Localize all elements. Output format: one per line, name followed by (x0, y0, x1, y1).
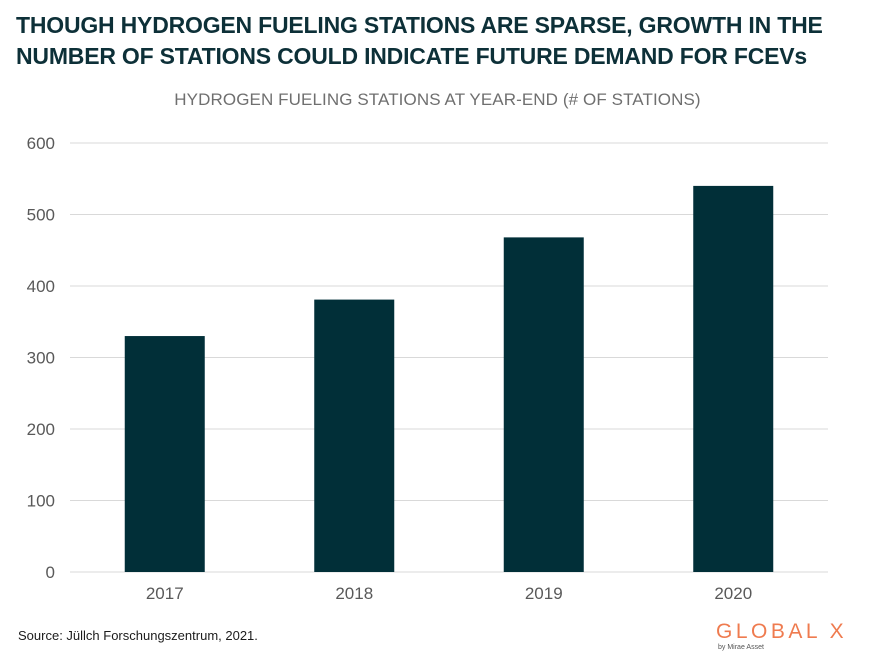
x-tick-label: 2017 (146, 584, 184, 603)
bar-2017 (124, 336, 205, 572)
y-tick-label: 500 (27, 206, 55, 225)
bars (124, 185, 774, 572)
bar-2020 (693, 185, 774, 572)
y-tick-label: 200 (27, 420, 55, 439)
page-title: THOUGH HYDROGEN FUELING STATIONS ARE SPA… (16, 10, 866, 72)
y-tick-label: 100 (27, 492, 55, 511)
y-axis-ticks: 0 100 200 300 400 500 600 (27, 134, 55, 582)
y-tick-label: 600 (27, 134, 55, 153)
logo-wordmark: GLOBAL X (716, 620, 848, 643)
title-line-2: NUMBER OF STATIONS COULD INDICATE FUTURE… (16, 43, 808, 69)
bar-2019 (503, 237, 584, 572)
logo-tagline: by Mirae Asset (718, 644, 764, 651)
y-tick-label: 300 (27, 349, 55, 368)
chart-title: HYDROGEN FUELING STATIONS AT YEAR-END (#… (174, 90, 701, 109)
y-tick-label: 0 (46, 563, 55, 582)
source-note: Source: Jüllch Forschungszentrum, 2021. (18, 628, 258, 643)
bar-2018 (314, 299, 395, 572)
global-x-logo: GLOBAL X by Mirae Asset (716, 620, 856, 654)
x-tick-label: 2020 (714, 584, 752, 603)
y-tick-label: 400 (27, 277, 55, 296)
x-tick-label: 2019 (525, 584, 563, 603)
x-tick-label: 2018 (335, 584, 373, 603)
title-line-1: THOUGH HYDROGEN FUELING STATIONS ARE SPA… (16, 12, 823, 38)
x-axis-ticks: 2017 2018 2019 2020 (146, 584, 752, 603)
